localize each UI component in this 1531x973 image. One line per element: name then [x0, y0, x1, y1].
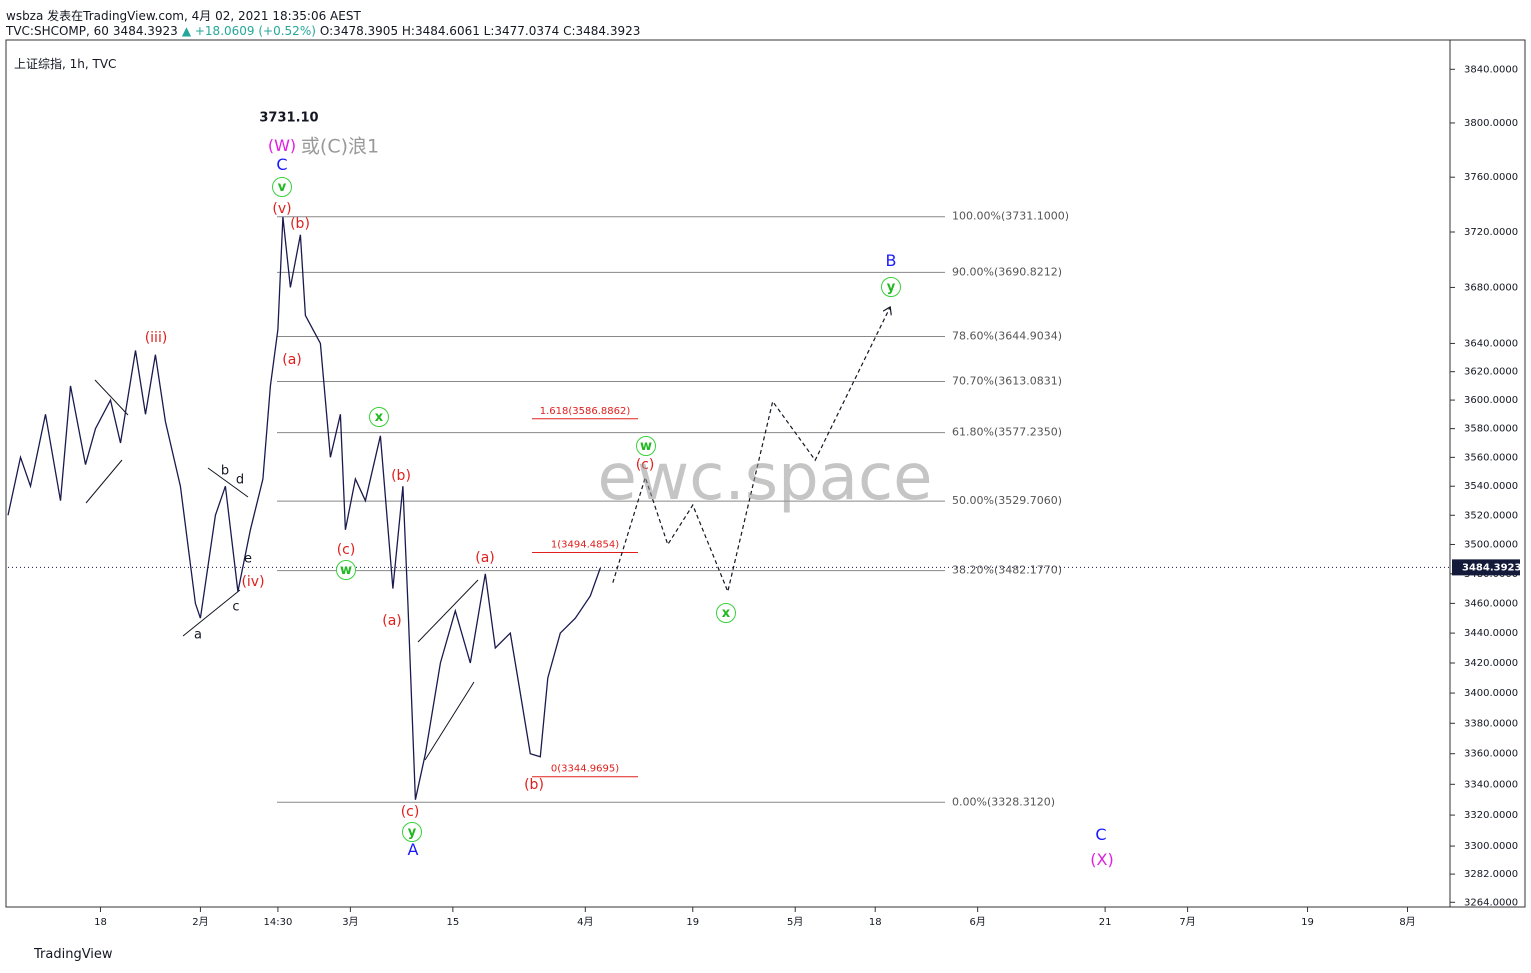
wave-label: (X) — [1090, 850, 1114, 869]
fib-label: 90.00%(3690.8212) — [952, 265, 1062, 278]
wave-label: y — [881, 277, 901, 297]
y-tick-label: 3282.0000 — [1464, 869, 1518, 880]
y-tick-label: 3400.0000 — [1464, 688, 1518, 699]
wave-label: B — [885, 251, 897, 270]
y-tick-label: 3560.0000 — [1464, 452, 1518, 463]
x-tick-label: 21 — [1099, 917, 1112, 928]
price: 3484.3923 — [112, 24, 178, 38]
trendlines — [85, 379, 479, 761]
wave-label: w — [336, 560, 356, 580]
target-label: 1(3494.4854) — [551, 540, 619, 551]
wave-label: (b) — [290, 216, 310, 232]
wave-label: (iii) — [144, 330, 168, 346]
wave-label: (b) — [391, 468, 411, 484]
wave-label: ewc.space — [597, 441, 933, 515]
price-line — [612, 307, 890, 594]
x-tick-label: 8月 — [1399, 916, 1415, 928]
x-tick-label: 19 — [1301, 917, 1314, 928]
y-tick-label: 3380.0000 — [1464, 718, 1518, 729]
wave-label: d — [235, 472, 245, 488]
ohlc: O:3478.3905 H:3484.6061 L:3477.0374 C:34… — [319, 24, 641, 38]
x-tick-label: 18 — [869, 917, 882, 928]
x-tick-label: 5月 — [787, 916, 803, 928]
fib-label: 78.60%(3644.9034) — [952, 330, 1062, 343]
header-line: wsbza 发表在TradingView.com, 4月 02, 2021 18… — [6, 7, 365, 24]
wave-label: b — [220, 463, 230, 479]
y-tick-label: 3840.0000 — [1464, 64, 1518, 75]
y-tick-label: 3800.0000 — [1464, 118, 1518, 129]
wave-label: y — [402, 822, 422, 842]
change: ▲ +18.0609 (+0.52%) — [181, 24, 316, 38]
x-tick-label: 19 — [686, 917, 699, 928]
y-tick-label: 3320.0000 — [1464, 810, 1518, 821]
wave-label: v — [272, 177, 292, 197]
wave-label: a — [194, 627, 202, 643]
y-tick-label: 3440.0000 — [1464, 628, 1518, 639]
plot-frame — [5, 39, 1526, 908]
fib-label: 50.00%(3529.7060) — [952, 494, 1062, 507]
wave-label: C — [1095, 825, 1107, 844]
wave-label: (b) — [524, 777, 544, 793]
y-tick-label: 3500.0000 — [1464, 539, 1518, 550]
publish-info: wsbza 发表在TradingView.com, 4月 02, 2021 18… — [6, 9, 361, 23]
x-tick-label: 6月 — [969, 916, 985, 928]
y-tick-label: 3340.0000 — [1464, 779, 1518, 790]
footer-logo[interactable]: TradingView — [34, 947, 113, 962]
x-tick-label: 7月 — [1179, 916, 1195, 928]
target-label: 0(3344.9695) — [551, 764, 619, 775]
wave-label: e — [244, 551, 252, 567]
y-tick-label: 3640.0000 — [1464, 338, 1518, 349]
wave-label: w — [636, 436, 656, 456]
y-tick-label: 3420.0000 — [1464, 658, 1518, 669]
y-tick-label: 3264.0000 — [1464, 897, 1518, 908]
wave-label: (c) — [336, 542, 356, 558]
wave-label: (c) — [635, 457, 655, 473]
wave-label: x — [369, 407, 389, 427]
y-tick-label: 3760.0000 — [1464, 172, 1518, 183]
wave-label: (a) — [382, 613, 402, 629]
last-price-label: 3484.3923 — [1462, 562, 1522, 573]
wave-label: (W) — [267, 136, 297, 155]
x-tick-label: 14:30 — [263, 917, 292, 928]
wave-label: 或(C)浪1 — [300, 135, 380, 158]
fib-label: 100.00%(3731.1000) — [952, 210, 1069, 223]
header-line: TVC:SHCOMP, 60 3484.3923 ▲ +18.0609 (+0.52… — [6, 24, 644, 38]
target-label: 1.618(3586.8862) — [540, 406, 631, 417]
wave-label: C — [276, 155, 288, 174]
y-tick-label: 3460.0000 — [1464, 598, 1518, 609]
fib-label: 38.20%(3482.1770) — [952, 564, 1062, 577]
y-tick-label: 3680.0000 — [1464, 282, 1518, 293]
y-tick-label: 3580.0000 — [1464, 424, 1518, 435]
chart-label: 上证综指, 1h, TVC — [14, 57, 117, 71]
wave-label: c — [232, 599, 240, 615]
y-tick-label: 3540.0000 — [1464, 481, 1518, 492]
symbol: TVC:SHCOMP, 60 — [6, 24, 109, 38]
y-tick-label: 3620.0000 — [1464, 367, 1518, 378]
y-tick-label: 3360.0000 — [1464, 749, 1518, 760]
x-tick-label: 15 — [446, 917, 459, 928]
y-tick-label: 3720.0000 — [1464, 227, 1518, 238]
x-tick-label: 2月 — [192, 916, 208, 928]
y-tick-label: 3300.0000 — [1464, 841, 1518, 852]
wave-label: (a) — [475, 550, 495, 566]
wave-label: (a) — [282, 352, 302, 368]
y-tick-label: 3520.0000 — [1464, 510, 1518, 521]
wave-label: x — [716, 603, 736, 623]
fib-label: 61.80%(3577.2350) — [952, 426, 1062, 439]
wave-label: (iv) — [241, 574, 265, 590]
wave-label: (v) — [272, 201, 292, 217]
last-price-tag — [1452, 559, 1520, 576]
y-tick-label: 3600.0000 — [1464, 395, 1518, 406]
x-tick-label: 3月 — [342, 916, 358, 928]
wave-label: 3731.10 — [259, 110, 319, 126]
wave-label: (c) — [400, 804, 420, 820]
fib-label: 0.00%(3328.3120) — [952, 795, 1055, 808]
x-tick-label: 4月 — [577, 916, 593, 928]
x-tick-label: 18 — [94, 917, 107, 928]
price-line — [7, 216, 601, 800]
wave-label: A — [407, 840, 419, 859]
fib-label: 70.70%(3613.0831) — [952, 374, 1062, 387]
